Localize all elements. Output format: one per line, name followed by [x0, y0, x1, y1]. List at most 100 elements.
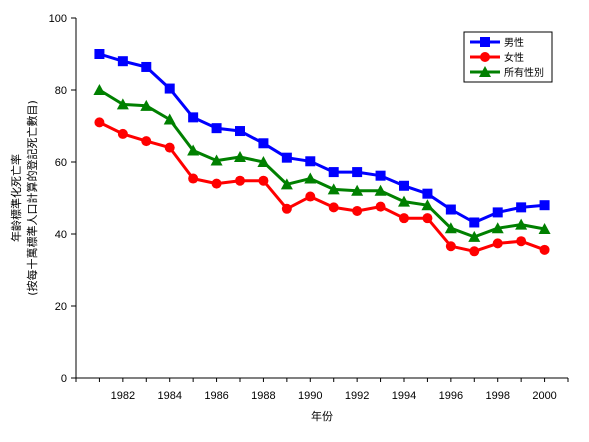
- legend-item: 男性: [470, 36, 524, 49]
- data-point: [539, 244, 550, 255]
- data-point: [422, 213, 433, 224]
- series-0: [94, 49, 550, 228]
- data-point: [351, 184, 364, 196]
- data-point: [163, 113, 176, 125]
- y-tick-label: 60: [55, 157, 67, 169]
- data-point: [328, 167, 339, 178]
- legend-item: 女性: [470, 51, 524, 64]
- data-point: [116, 98, 129, 110]
- legend-label: 女性: [504, 51, 524, 64]
- data-point: [234, 150, 246, 162]
- data-point: [468, 230, 481, 242]
- y-ticks: 0 20 40 60 80 100: [49, 13, 76, 385]
- data-point: [258, 138, 269, 149]
- data-point: [188, 173, 199, 184]
- data-point: [117, 56, 128, 67]
- data-point: [374, 184, 387, 196]
- legend-label: 男性: [504, 36, 524, 49]
- data-point: [469, 246, 480, 257]
- data-point: [444, 222, 457, 234]
- x-tick-label: 1988: [251, 390, 275, 402]
- data-point: [305, 191, 316, 202]
- data-point: [375, 201, 386, 212]
- data-point: [281, 152, 292, 163]
- data-point: [304, 172, 317, 184]
- data-point: [480, 37, 490, 47]
- data-point: [93, 84, 106, 95]
- data-point: [187, 144, 200, 156]
- data-point: [445, 204, 456, 215]
- data-point: [281, 203, 292, 214]
- data-point: [491, 222, 504, 234]
- x-tick-label: 1996: [439, 390, 463, 402]
- y-axis-title: 年齡標準化死亡率 (按每十萬標準人口計算的登記死亡數目): [9, 100, 39, 296]
- y-tick-label: 100: [49, 13, 67, 25]
- x-tick-label: 1998: [485, 390, 509, 402]
- data-point: [421, 199, 434, 211]
- data-point: [327, 183, 340, 195]
- data-point: [164, 142, 175, 153]
- data-point: [211, 123, 222, 134]
- data-point: [516, 202, 527, 213]
- legend-label: 所有性別: [504, 66, 544, 79]
- x-tick-label: 1994: [392, 390, 416, 402]
- axes: [75, 18, 568, 379]
- data-point: [445, 241, 456, 252]
- data-point: [188, 112, 199, 123]
- data-point: [399, 180, 409, 191]
- legend-item: 所有性別: [470, 66, 544, 79]
- series-line: [98, 121, 546, 253]
- y-tick-label: 0: [61, 373, 67, 385]
- y-tick-label: 80: [55, 85, 67, 97]
- data-point: [164, 83, 175, 94]
- data-point: [210, 154, 223, 166]
- data-point: [94, 117, 105, 128]
- data-point: [352, 167, 363, 178]
- data-point: [538, 222, 551, 234]
- data-point: [422, 188, 433, 199]
- data-point: [399, 213, 409, 224]
- x-tick-label: 1984: [157, 390, 181, 402]
- data-point: [141, 136, 152, 147]
- data-point: [305, 156, 316, 167]
- series-line: [98, 88, 545, 239]
- x-ticks: 1982 1984 1986 1988 1990 1992 1994 1996 1998 2000: [75, 378, 569, 402]
- data-point: [140, 99, 153, 111]
- data-point: [479, 66, 491, 77]
- series-1: [94, 117, 550, 257]
- data-point: [117, 128, 128, 139]
- data-point: [516, 236, 527, 247]
- data-point: [469, 217, 480, 228]
- series-2: [93, 84, 551, 242]
- x-tick-label: 1992: [345, 390, 369, 402]
- data-point: [480, 52, 490, 62]
- data-point: [375, 170, 386, 181]
- x-tick-label: 1990: [298, 390, 322, 402]
- y-tick-label: 40: [55, 229, 67, 241]
- x-tick-label: 2000: [532, 390, 556, 402]
- data-point: [235, 175, 245, 186]
- y-tick-label: 20: [55, 301, 67, 313]
- x-tick-label: 1982: [111, 390, 135, 402]
- data-point: [539, 200, 550, 211]
- data-point: [352, 205, 363, 216]
- series-layer: [93, 49, 551, 257]
- data-point: [515, 218, 528, 230]
- data-point: [398, 195, 410, 207]
- data-point: [328, 202, 339, 213]
- data-point: [257, 156, 270, 167]
- data-point: [492, 238, 503, 249]
- data-point: [492, 207, 503, 218]
- data-point: [235, 126, 245, 137]
- data-point: [211, 178, 222, 189]
- x-tick-label: 1986: [204, 390, 228, 402]
- y-axis-title-line-2: (按每十萬標準人口計算的登記死亡數目): [25, 100, 39, 296]
- data-point: [94, 49, 105, 59]
- data-point: [258, 175, 269, 186]
- y-axis-title-line-1: 年齡標準化死亡率: [9, 154, 23, 242]
- data-point: [141, 61, 152, 72]
- x-axis-title: 年份: [311, 409, 333, 423]
- data-point: [280, 178, 293, 190]
